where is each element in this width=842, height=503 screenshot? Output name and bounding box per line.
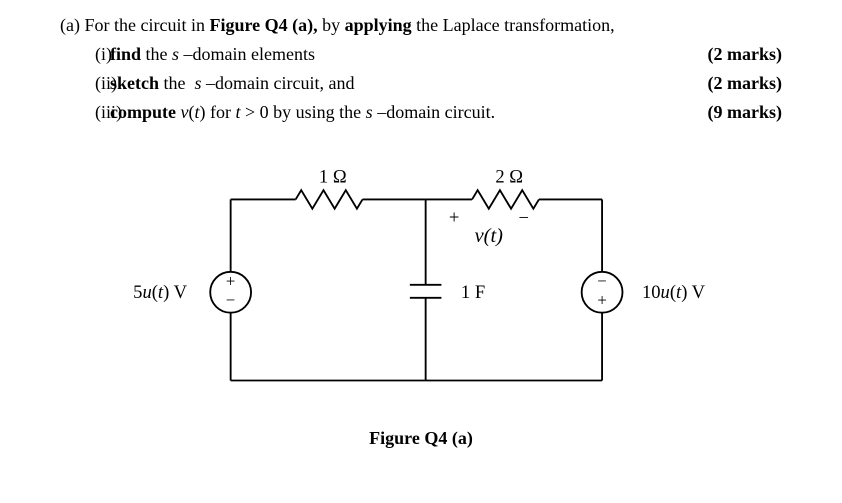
subpart-i-content: find the s –domain elements [110, 44, 688, 65]
subpart-ii-content: sketch the s –domain circuit, and [110, 73, 688, 94]
subpart-ii: (ii) sketch the s –domain circuit, and (… [60, 73, 782, 94]
circuit-svg: + − 5u(t) V 1 Ω 1 F + − v(t) [121, 153, 721, 413]
subpart-i: (i) find the s –domain elements (2 marks… [60, 44, 782, 65]
subpart-i-marks: (2 marks) [688, 44, 783, 65]
subpart-i-label: (i) [60, 44, 110, 65]
subpart-iii-content: compute v(t) for t > 0 by using the s –d… [110, 102, 688, 123]
figure-caption: Figure Q4 (a) [60, 428, 782, 449]
capacitor-label: 1 F [461, 282, 485, 303]
vs-left-plus: + [226, 272, 235, 291]
subpart-ii-marks: (2 marks) [688, 73, 783, 94]
vs-right-label: 10u(t) V [642, 282, 706, 303]
subpart-iii: (iii) compute v(t) for t > 0 by using th… [60, 102, 782, 123]
subpart-ii-label: (ii) [60, 73, 110, 94]
circuit-diagram: + − 5u(t) V 1 Ω 1 F + − v(t) [60, 153, 782, 449]
vt-label: v(t) [475, 225, 504, 247]
vs-left-label: 5u(t) V [133, 282, 187, 303]
intro-suffix: the Laplace transformation, [412, 15, 615, 35]
question-intro: (a) For the circuit in Figure Q4 (a), by… [60, 15, 782, 36]
vs-right-minus: − [597, 272, 606, 291]
resistor-r1 [296, 190, 363, 209]
vt-minus: − [519, 208, 529, 229]
subpart-iii-label: (iii) [60, 102, 110, 123]
r1-label: 1 Ω [319, 167, 347, 188]
intro-figref: Figure Q4 (a), [209, 15, 317, 35]
intro-prefix: (a) For the circuit in [60, 15, 209, 35]
subpart-iii-marks: (9 marks) [688, 102, 783, 123]
r2-label: 2 Ω [495, 167, 523, 188]
intro-applying: applying [345, 15, 412, 35]
vs-right-plus: + [597, 290, 606, 309]
vt-plus: + [449, 208, 459, 229]
resistor-r2 [472, 190, 539, 209]
intro-middle: by [318, 15, 345, 35]
vs-left-minus: − [226, 290, 235, 309]
